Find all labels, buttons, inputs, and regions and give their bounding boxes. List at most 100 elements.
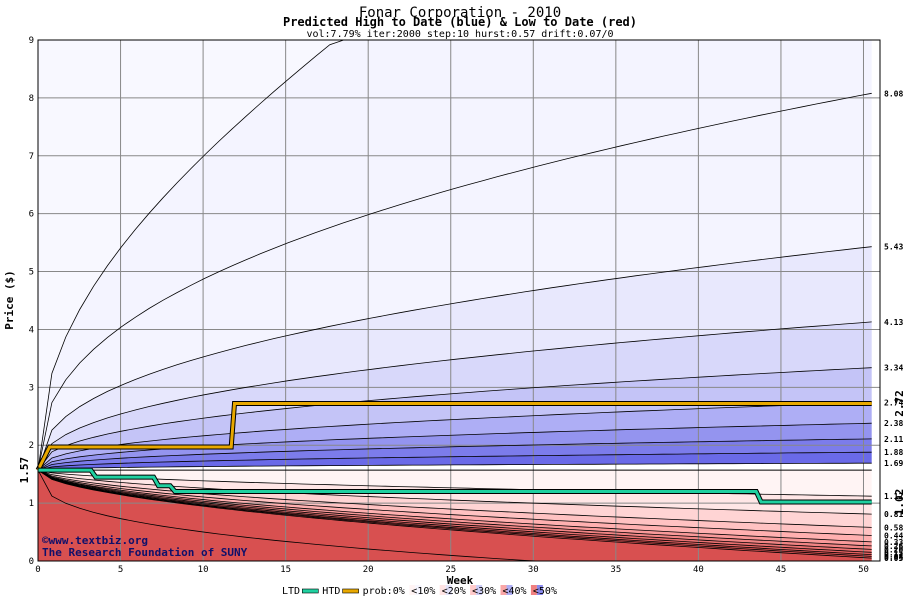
- high-curve-1: [37, 451, 872, 471]
- chart-subtitle: Predicted High to Date (blue) & Low to D…: [283, 15, 637, 29]
- y-tick-label-4: 4: [29, 325, 34, 335]
- legend-item-6-swatch-red: [500, 585, 507, 595]
- low-curve-3: [37, 469, 872, 536]
- high-band-1: [38, 463, 872, 471]
- high-band-3: [38, 438, 872, 471]
- legend-item-1-line: [342, 588, 359, 594]
- x-tick-label-25: 25: [445, 565, 456, 575]
- ltd-end-label: 1.02: [893, 489, 906, 516]
- legend-item-5-label: <30%: [472, 586, 496, 597]
- legend-item-4-label: <20%: [442, 586, 466, 597]
- legend-item-4-swatch-blue: [445, 585, 452, 595]
- plot-frame: [37, 39, 881, 562]
- high-band-10: [38, 40, 872, 471]
- legend-item-1-label: HTD: [322, 586, 340, 597]
- right-label-0.11: 0.11: [884, 551, 903, 560]
- y-tick-label-9: 9: [29, 36, 34, 46]
- legend-item-7-swatch-blue: [536, 585, 543, 595]
- low-band-bottom: [38, 470, 872, 561]
- right-label-1.12: 1.12: [884, 492, 903, 501]
- legend-item-3-label: <10%: [411, 586, 435, 597]
- chart-params: vol:7.79% iter:2000 step:10 hurst:0.57 d…: [306, 29, 613, 40]
- x-tick-label-15: 15: [280, 565, 291, 575]
- y-tick-label-2: 2: [29, 441, 34, 451]
- legend-item-3-swatch-red: [409, 585, 416, 595]
- high-curve-2: [37, 438, 872, 471]
- right-label-2.38: 2.38: [884, 419, 903, 428]
- low-band-5: [38, 470, 872, 542]
- x-tick-label-40: 40: [693, 565, 704, 575]
- low-curve-9: [37, 469, 872, 557]
- high-curve-7: [37, 246, 872, 471]
- low-band-3: [38, 470, 872, 528]
- x-tick-label-30: 30: [528, 565, 539, 575]
- high-band-top: [38, 40, 872, 471]
- right-label-0.33: 0.33: [884, 538, 903, 547]
- y-tick-label-1: 1: [29, 499, 34, 509]
- high-band-7: [38, 321, 872, 471]
- x-tick-label-45: 45: [776, 565, 787, 575]
- high-band-5: [38, 402, 872, 471]
- legend-item-5-swatch-blue: [476, 585, 483, 595]
- legend-item-6-swatch-blue: [506, 585, 513, 595]
- right-label-0.81: 0.81: [884, 510, 903, 519]
- chart-title: Fonar Corporation - 2010: [359, 5, 561, 21]
- right-label-2.11: 2.11: [884, 435, 903, 444]
- right-label-2.74: 2.74: [884, 398, 903, 407]
- y-tick-label-8: 8: [29, 94, 34, 104]
- high-band-9: [38, 93, 872, 471]
- legend-item-0-line: [301, 588, 319, 594]
- y-tick-label-0: 0: [29, 557, 34, 567]
- low-band-6: [38, 470, 872, 546]
- htd-line: [36, 402, 872, 471]
- low-curve-10: [37, 469, 872, 559]
- x-tick-label-0: 0: [35, 565, 40, 575]
- x-tick-label-10: 10: [198, 565, 209, 575]
- y-axis-ticks: 0 1 2 3 4 5 6 7 8 9: [29, 36, 34, 567]
- x-axis-label: Week: [447, 574, 474, 587]
- x-axis-ticks: 0 5 10 15 20 25 30 35 40 45 50: [35, 565, 869, 575]
- legend-item-2-label: prob:0%: [363, 586, 405, 597]
- right-label-0.44: 0.44: [884, 532, 903, 541]
- high-curve-8: [37, 92, 872, 471]
- low-curve-7: [37, 469, 872, 553]
- ltd-line: [38, 468, 872, 504]
- right-label-4.13: 4.13: [884, 318, 903, 327]
- legend: LTD HTD prob:0% <10% <20% <30% <40% <50%: [282, 585, 557, 597]
- htd-end-label: 2.72: [893, 390, 906, 417]
- high-curve-5: [37, 367, 872, 471]
- actual-price-lines: [35, 401, 872, 505]
- legend-item-0-label: LTD: [282, 586, 300, 597]
- low-curve-8: [37, 469, 872, 555]
- right-label-0.05: 0.05: [884, 554, 903, 563]
- right-label-0.20: 0.20: [884, 545, 903, 554]
- low-curve-4: [37, 469, 872, 543]
- right-label-0.08: 0.08: [884, 552, 903, 561]
- right-label-0.58: 0.58: [884, 523, 903, 532]
- right-label-1.88: 1.88: [884, 448, 903, 457]
- y-tick-label-6: 6: [29, 210, 34, 220]
- legend-item-7-swatch-red: [530, 585, 537, 595]
- high-band-8: [38, 246, 872, 471]
- right-label-0.15: 0.15: [884, 548, 903, 557]
- right-label-8.08: 8.08: [884, 89, 903, 98]
- right-label-0.26: 0.26: [884, 542, 903, 551]
- y-tick-label-5: 5: [29, 268, 34, 278]
- right-end-labels: 8.08 5.43 4.13 3.34 2.74 2.38 2.11 1.88 1.69 1.12…: [884, 89, 903, 563]
- low-curve-6: [37, 469, 872, 550]
- legend-item-4-swatch-red: [439, 585, 446, 595]
- credit-url: ©www.textbiz.org: [42, 534, 148, 547]
- high-curve-4: [37, 402, 872, 471]
- legend-item-7-label: <50%: [533, 586, 557, 597]
- right-label-5.43: 5.43: [884, 243, 903, 252]
- legend-item-3-swatch-blue: [415, 585, 422, 595]
- legend-item-5-swatch-red: [470, 585, 477, 595]
- start-price-label: 1.57: [18, 457, 31, 484]
- x-tick-label-20: 20: [363, 565, 374, 575]
- legend-item-6-label: <40%: [503, 586, 527, 597]
- credit-org: The Research Foundation of SUNY: [42, 546, 248, 559]
- y-tick-label-3: 3: [29, 383, 34, 393]
- y-tick-label-7: 7: [29, 152, 34, 162]
- high-curve-0: [37, 462, 872, 471]
